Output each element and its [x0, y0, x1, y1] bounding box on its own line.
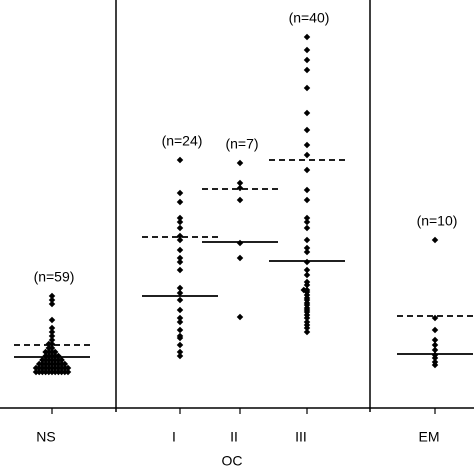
data-point: [176, 214, 184, 222]
data-point: [303, 33, 311, 41]
x-tick-label: I: [172, 429, 176, 445]
data-point: [303, 236, 311, 244]
n-label: (n=24): [162, 133, 203, 149]
data-point: [176, 236, 184, 244]
data-point: [48, 300, 56, 308]
data-point: [176, 314, 184, 322]
data-point: [303, 84, 311, 92]
data-point: [303, 56, 311, 64]
data-point: [236, 179, 244, 187]
data-point: [176, 266, 184, 274]
data-point: [176, 156, 184, 164]
data-point: [303, 314, 311, 322]
data-point: [176, 258, 184, 266]
data-point: [176, 224, 184, 232]
data-point: [176, 218, 184, 226]
data-point: [176, 332, 184, 340]
data-point: [48, 316, 56, 324]
n-label: (n=10): [417, 213, 458, 229]
data-point: [236, 196, 244, 204]
data-point: [236, 313, 244, 321]
data-point: [176, 254, 184, 262]
data-point: [176, 232, 184, 240]
x-tick-label: III: [295, 429, 307, 445]
data-point: [431, 336, 439, 344]
data-point: [303, 248, 311, 256]
data-point: [431, 326, 439, 334]
data-point: [176, 352, 184, 360]
data-point: [303, 196, 311, 204]
data-point: [176, 246, 184, 254]
data-point: [64, 364, 72, 372]
data-point: [303, 218, 311, 226]
data-point: [431, 361, 439, 369]
data-point: [303, 281, 311, 289]
data-point: [176, 296, 184, 304]
data-point: [176, 189, 184, 197]
group-label: OC: [222, 453, 243, 469]
data-point: [236, 159, 244, 167]
data-point: [303, 258, 311, 266]
data-point: [431, 346, 439, 354]
n-label: (n=7): [225, 136, 258, 152]
data-point: [303, 271, 311, 279]
n-label: (n=40): [289, 10, 330, 26]
data-point: [303, 214, 311, 222]
data-point: [236, 239, 244, 247]
data-point: [303, 126, 311, 134]
data-point: [431, 236, 439, 244]
data-point: [303, 328, 311, 336]
data-point: [431, 354, 439, 362]
data-point: [176, 348, 184, 356]
x-tick-label: EM: [419, 429, 440, 445]
data-point: [176, 306, 184, 314]
data-point: [176, 289, 184, 297]
data-point: [176, 284, 184, 292]
data-point: [303, 141, 311, 149]
x-tick-label: II: [230, 429, 238, 445]
n-label: (n=59): [34, 269, 75, 285]
data-point: [303, 151, 311, 159]
data-point: [431, 341, 439, 349]
data-point: [176, 326, 184, 334]
data-point: [176, 318, 184, 326]
data-point: [303, 46, 311, 54]
data-point: [303, 66, 311, 74]
data-point: [303, 324, 311, 332]
data-point: [431, 314, 439, 322]
data-point: [64, 368, 72, 376]
data-point: [236, 184, 244, 192]
data-point: [303, 109, 311, 117]
data-point: [303, 224, 311, 232]
data-point: [303, 186, 311, 194]
data-point: [176, 198, 184, 206]
x-tick-label: NS: [36, 429, 55, 445]
data-point: [300, 286, 308, 294]
data-point: [236, 254, 244, 262]
data-point: [303, 166, 311, 174]
data-point: [303, 244, 311, 252]
data-point: [176, 341, 184, 349]
data-point: [303, 266, 311, 274]
